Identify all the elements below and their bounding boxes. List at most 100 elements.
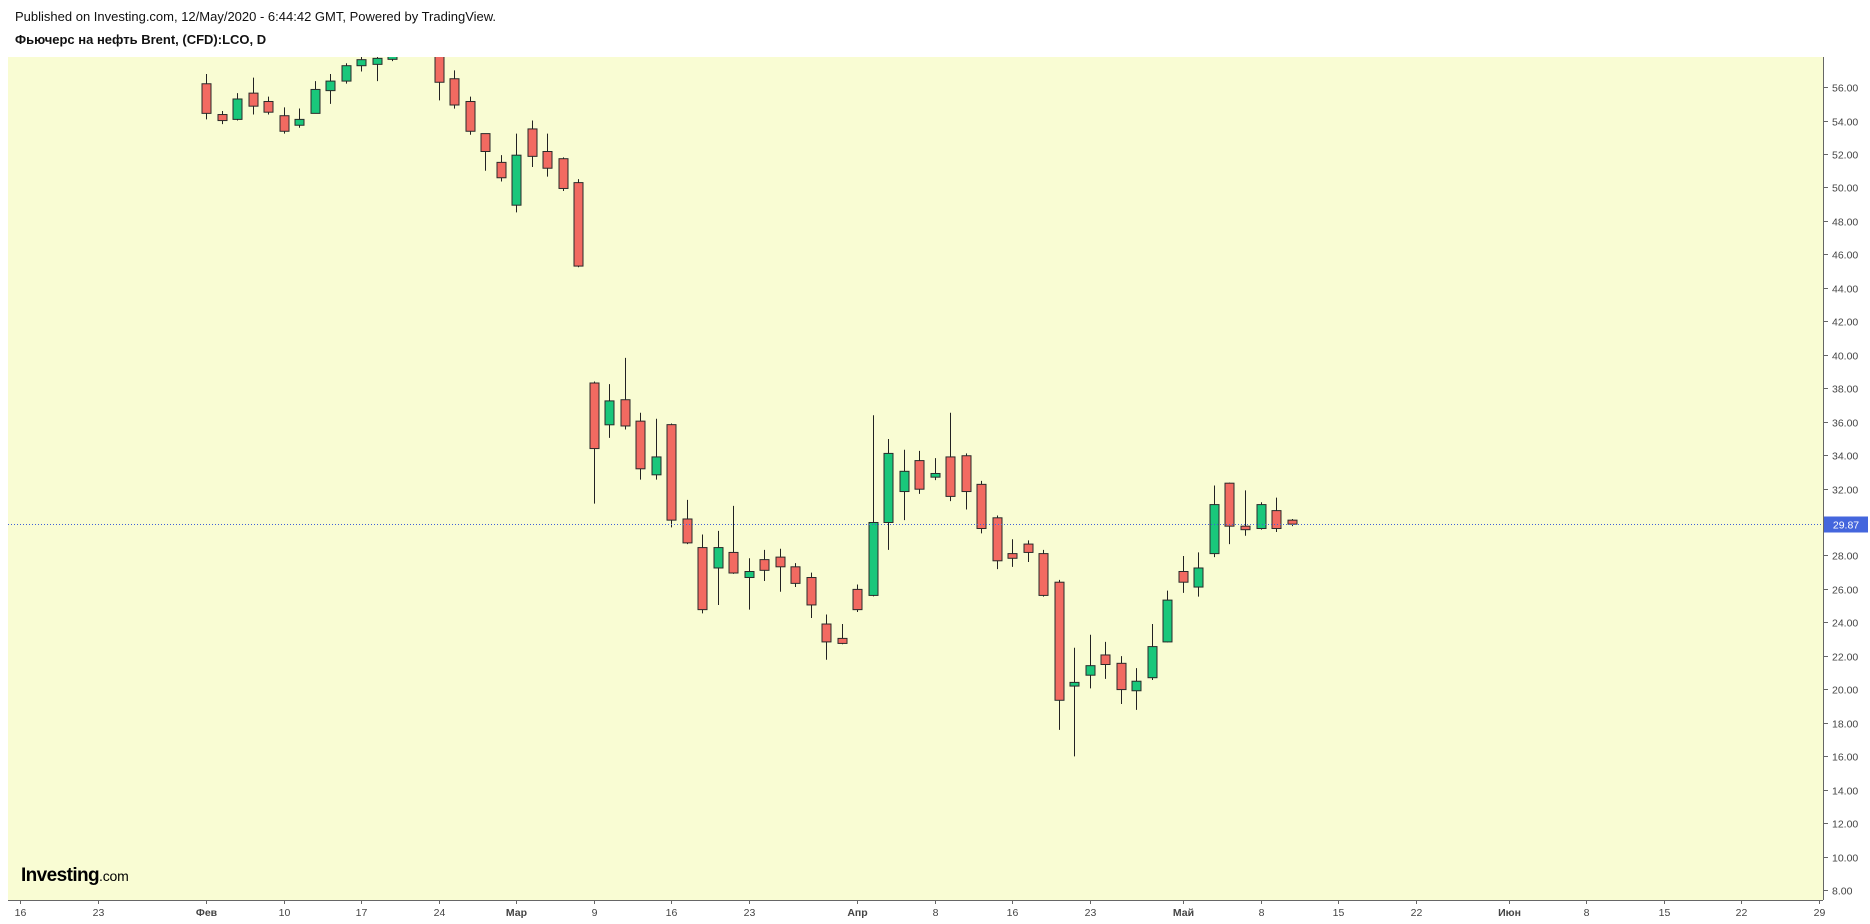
candle bbox=[868, 415, 879, 597]
candle-body-up bbox=[341, 65, 352, 82]
y-tick-label: 18.00 bbox=[1832, 718, 1858, 730]
candle bbox=[279, 107, 290, 134]
candle-body-down bbox=[759, 559, 770, 571]
candle bbox=[465, 96, 476, 135]
candle-body-down bbox=[682, 518, 693, 544]
candle bbox=[790, 563, 801, 588]
x-tick-label: 16 bbox=[666, 907, 678, 919]
y-tick-label: 36.00 bbox=[1832, 417, 1858, 429]
candle-body-up bbox=[899, 470, 910, 493]
candle-body-up bbox=[310, 88, 321, 114]
x-tick-label: 10 bbox=[279, 907, 291, 919]
candle-body-down bbox=[945, 456, 956, 497]
candle bbox=[248, 77, 259, 115]
candle bbox=[775, 548, 786, 592]
candle bbox=[682, 499, 693, 545]
candle-body-down bbox=[434, 57, 445, 83]
candle bbox=[1271, 497, 1282, 533]
candle-body-up bbox=[930, 472, 941, 478]
y-axis: 56.00 54.00 52.00 50.00 48.00 46.00 44.00 42.00… bbox=[1823, 57, 1858, 900]
candle bbox=[1256, 502, 1267, 530]
published-line: Published on Investing.com, 12/May/2020 … bbox=[15, 9, 497, 24]
x-tick-label: 23 bbox=[1085, 907, 1097, 919]
y-tick-label: 16.00 bbox=[1832, 751, 1858, 763]
candle-body-down bbox=[666, 424, 677, 521]
last-price-label-text: 29.87 bbox=[1833, 520, 1859, 532]
x-tick-label: 8 bbox=[933, 907, 939, 919]
candle-body-down bbox=[217, 114, 228, 122]
y-tick-label: 12.00 bbox=[1832, 818, 1858, 830]
candle bbox=[728, 505, 739, 574]
candle bbox=[387, 57, 398, 62]
x-tick-month-label: Апр bbox=[847, 907, 867, 919]
candle bbox=[930, 458, 941, 481]
x-tick-label: 24 bbox=[434, 907, 446, 919]
candle-body-up bbox=[1209, 504, 1220, 555]
candle bbox=[992, 515, 1003, 570]
candle-body-down bbox=[1271, 510, 1282, 530]
candle-body-down bbox=[542, 151, 553, 169]
x-tick-label: 15 bbox=[1333, 907, 1345, 919]
candle bbox=[434, 57, 445, 101]
candle-body-up bbox=[1085, 665, 1096, 676]
x-tick-label: 22 bbox=[1736, 907, 1748, 919]
candle-body-down bbox=[1178, 570, 1189, 583]
candle bbox=[1209, 485, 1220, 558]
candle bbox=[325, 74, 336, 104]
candle-body-down bbox=[992, 517, 1003, 562]
candle-body-up bbox=[232, 98, 243, 120]
candle bbox=[232, 93, 243, 121]
candle-body-down bbox=[790, 566, 801, 584]
y-tick-label: 38.00 bbox=[1832, 383, 1858, 395]
candle bbox=[620, 357, 631, 430]
investing-logo: Investing.com bbox=[21, 864, 129, 889]
candle bbox=[372, 57, 383, 82]
candle-body-down bbox=[1054, 581, 1065, 701]
candle-body-down bbox=[496, 161, 507, 179]
x-tick-month-label: Мар bbox=[506, 907, 527, 919]
candle bbox=[945, 412, 956, 502]
x-tick-label: 16 bbox=[1007, 907, 1019, 919]
y-tick-label: 54.00 bbox=[1832, 116, 1858, 128]
candle-body-down bbox=[775, 556, 786, 568]
candle-body-down bbox=[852, 588, 863, 611]
candle bbox=[1193, 552, 1204, 597]
y-tick-label: 10.00 bbox=[1832, 852, 1858, 864]
logo-suffix: .com bbox=[99, 868, 129, 884]
candle-body-down bbox=[589, 382, 600, 450]
candle bbox=[527, 120, 538, 168]
last-price-label: 29.87 bbox=[1824, 516, 1868, 533]
candle-body-up bbox=[744, 570, 755, 579]
candle bbox=[1240, 490, 1251, 536]
candle bbox=[589, 381, 600, 504]
candle-body-up bbox=[883, 452, 894, 523]
x-tick-month-label: Фев bbox=[196, 907, 218, 919]
candle bbox=[496, 155, 507, 182]
candle bbox=[976, 480, 987, 534]
candle bbox=[744, 558, 755, 610]
candle-body-down bbox=[558, 158, 569, 189]
candle bbox=[1069, 647, 1080, 757]
x-tick-label: 16 bbox=[15, 907, 27, 919]
candle-body-up bbox=[604, 400, 615, 426]
y-tick-label: 50.00 bbox=[1832, 182, 1858, 194]
y-tick-label: 56.00 bbox=[1832, 82, 1858, 94]
candle bbox=[1054, 579, 1065, 730]
x-tick-label: 15 bbox=[1659, 907, 1671, 919]
candle bbox=[1023, 540, 1034, 562]
candle-body-up bbox=[387, 57, 398, 60]
candle-body-up bbox=[1162, 599, 1173, 643]
candle-body-up bbox=[372, 57, 383, 65]
candle bbox=[511, 133, 522, 213]
candle-body-up bbox=[511, 154, 522, 206]
candle-body-down bbox=[527, 128, 538, 157]
candle bbox=[604, 384, 615, 438]
candle bbox=[201, 74, 212, 120]
y-tick-label: 48.00 bbox=[1832, 216, 1858, 228]
candle-body-down bbox=[961, 455, 972, 493]
candle-body-down bbox=[1007, 553, 1018, 559]
candle-body-up bbox=[651, 456, 662, 476]
candle bbox=[573, 179, 584, 268]
x-tick-month-label: Июн bbox=[1498, 907, 1521, 919]
candle-body-down bbox=[635, 420, 646, 470]
